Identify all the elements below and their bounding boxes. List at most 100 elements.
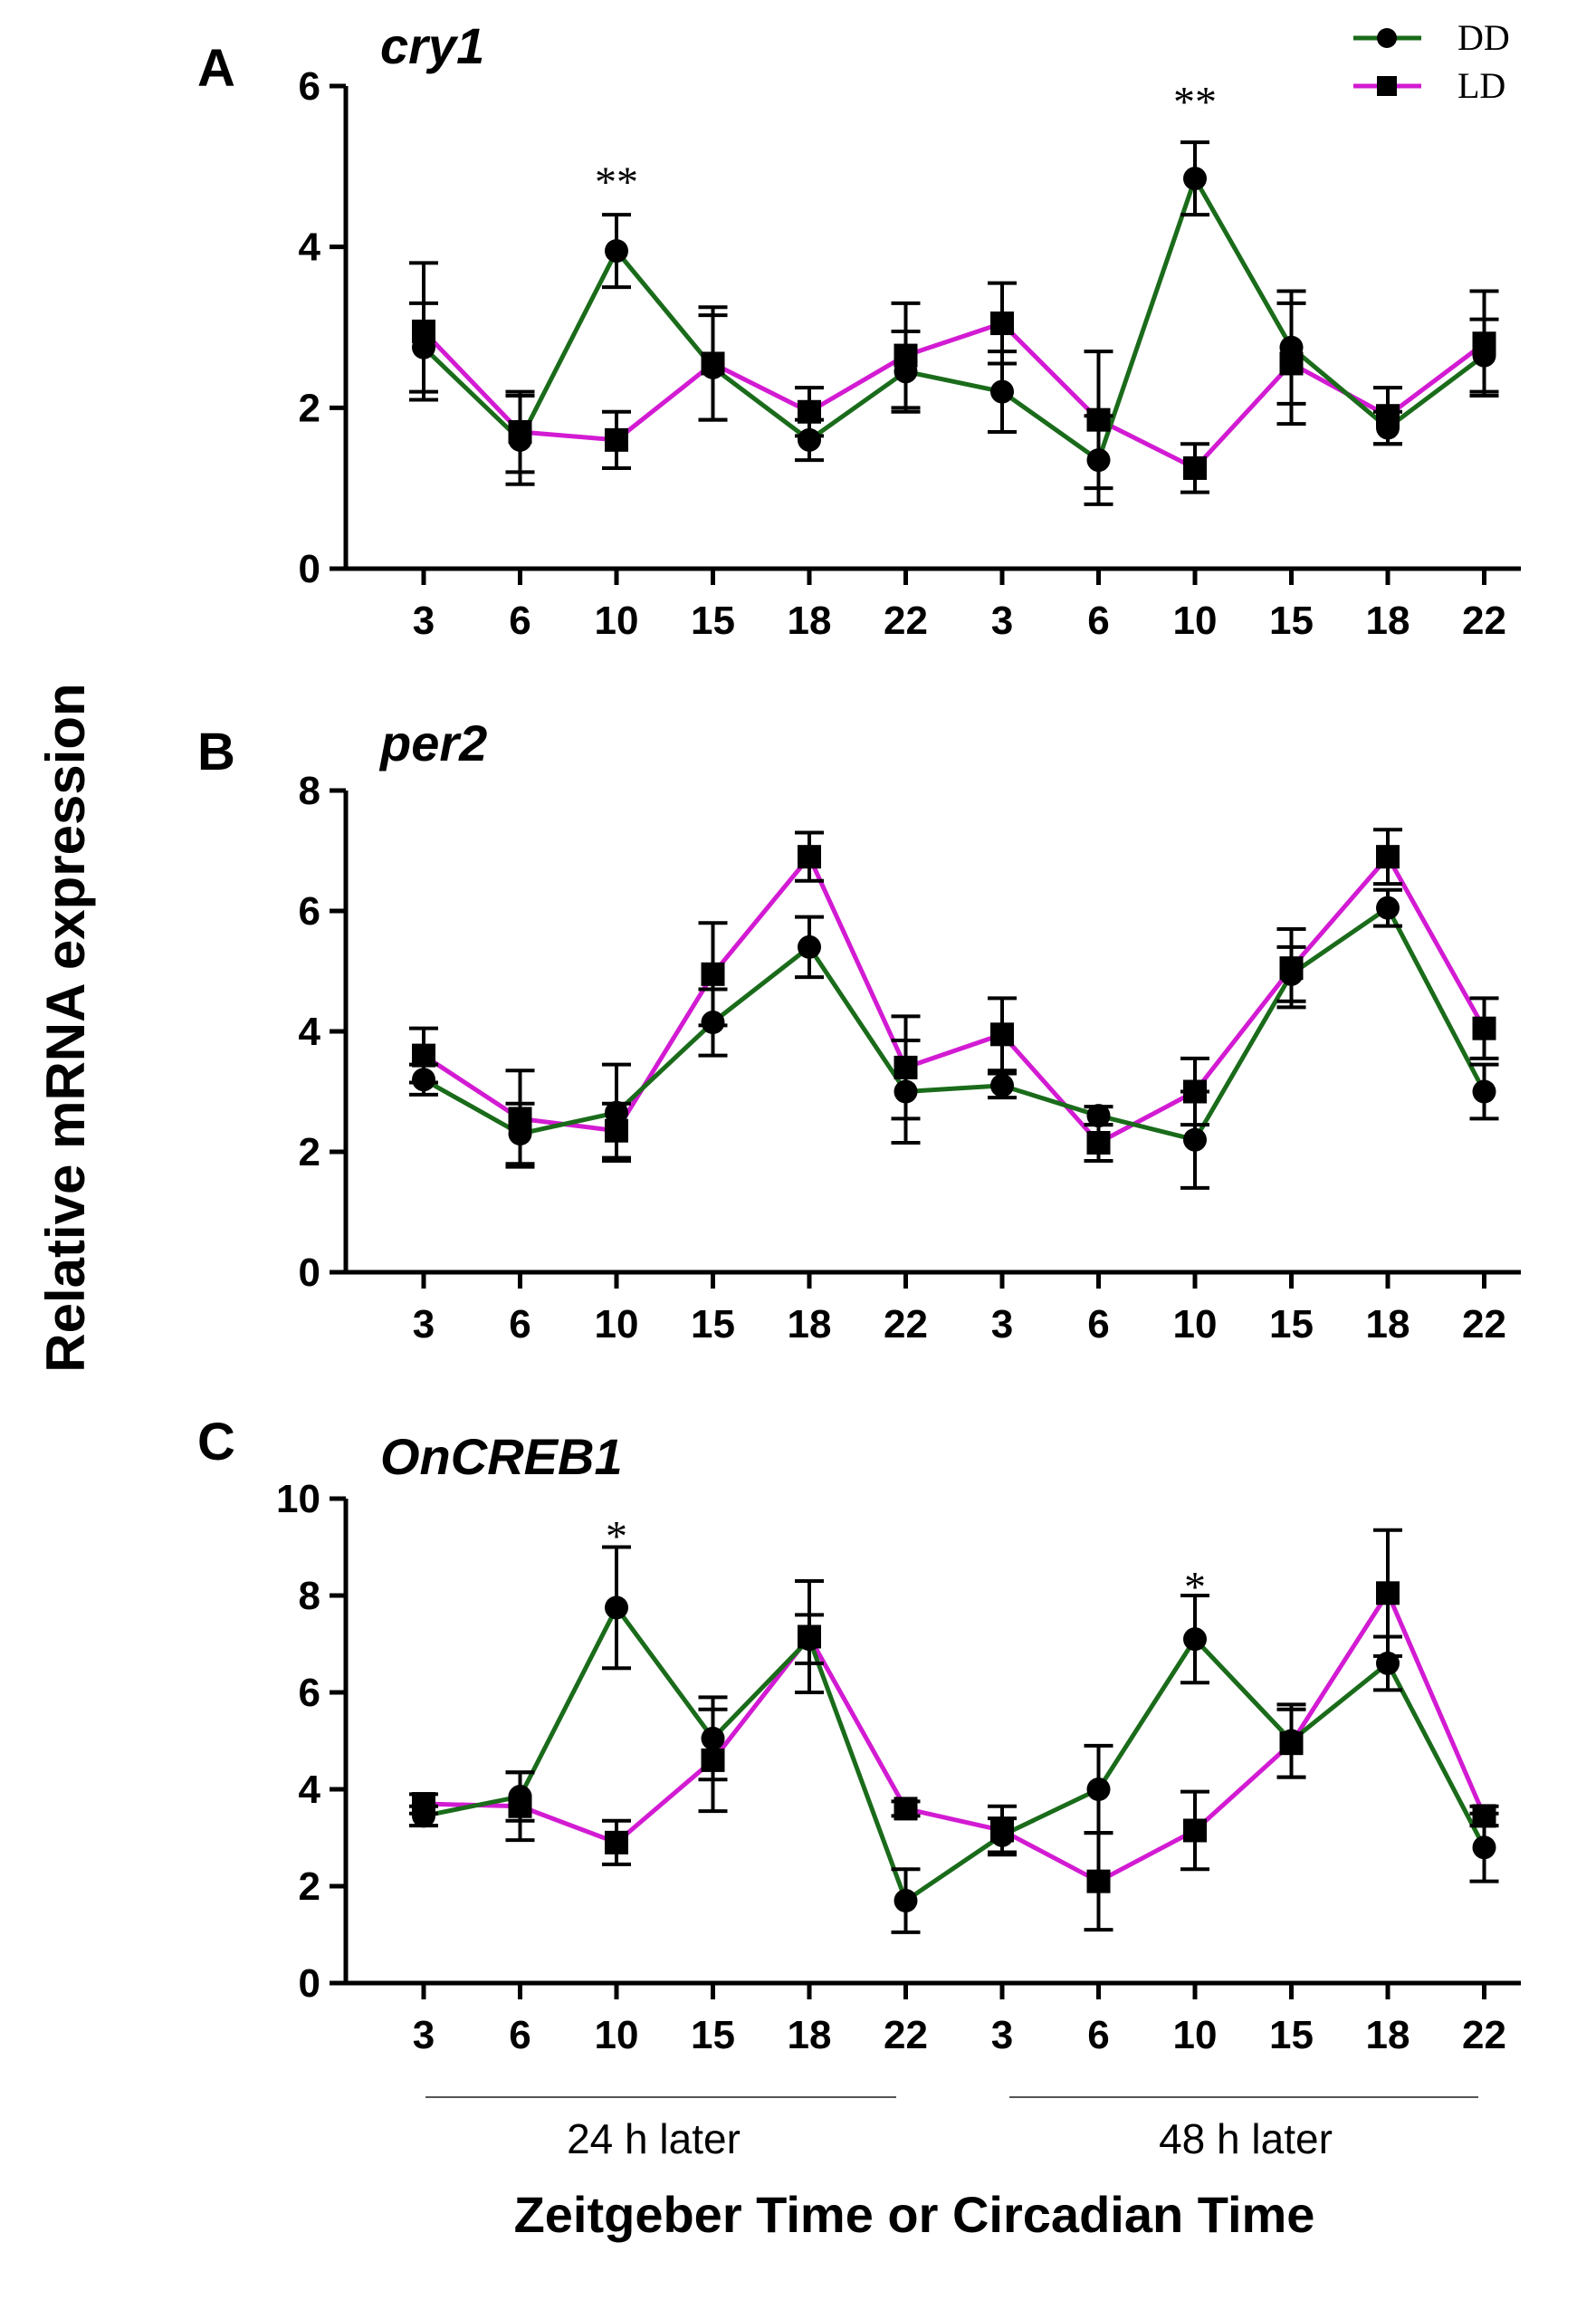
x-tick-label: 15 bbox=[691, 599, 735, 643]
x-tick-label: 10 bbox=[595, 2013, 639, 2057]
y-tick-label: 8 bbox=[299, 769, 320, 813]
legend-dd-label: DD bbox=[1457, 17, 1510, 58]
data-point-dd bbox=[1086, 448, 1111, 473]
data-point-ld bbox=[1183, 1079, 1207, 1104]
significance-marker: ** bbox=[595, 158, 638, 206]
x-tick-label: 6 bbox=[1087, 2013, 1109, 2057]
x-tick-label: 10 bbox=[1173, 2013, 1218, 2057]
data-point-dd bbox=[701, 1011, 725, 1035]
data-point-ld bbox=[701, 962, 725, 986]
panel-letter-b: B bbox=[197, 723, 235, 781]
data-point-ld bbox=[1183, 455, 1207, 480]
x-tick-label: 10 bbox=[1173, 1302, 1218, 1346]
gene-title-b: per2 bbox=[378, 714, 487, 771]
data-point-dd bbox=[798, 1627, 821, 1652]
x-tick-label: 6 bbox=[1087, 1302, 1109, 1346]
data-point-dd bbox=[990, 379, 1014, 404]
x-tick-label: 18 bbox=[1366, 2013, 1410, 2057]
x-tick-label: 6 bbox=[509, 599, 530, 643]
x-tick-label: 22 bbox=[884, 599, 928, 643]
legend-ld-marker bbox=[1377, 76, 1397, 96]
series-line-dd bbox=[422, 176, 1486, 463]
data-point-dd bbox=[508, 427, 532, 452]
data-point-ld bbox=[1086, 1869, 1111, 1893]
data-point-ld bbox=[990, 311, 1014, 336]
y-tick-label: 0 bbox=[299, 1251, 320, 1295]
y-axis-label: Relative mRNA expression bbox=[35, 683, 96, 1372]
data-point-ld bbox=[1086, 407, 1111, 432]
y-tick-label: 6 bbox=[299, 889, 320, 934]
y-tick-label: 2 bbox=[299, 386, 320, 430]
panel-c: C OnCREB1 0 2 4 6 8 10 3 6 10 15 18 22 3 6 10 15 18 22 * * bbox=[197, 1413, 1521, 2057]
significance-marker: ** bbox=[1173, 78, 1217, 126]
y-tick-label: 0 bbox=[299, 1961, 320, 2006]
series-line-ld bbox=[422, 321, 1486, 471]
x-tick-label: 15 bbox=[1269, 2013, 1314, 2057]
x-tick-label: 18 bbox=[788, 1302, 832, 1346]
data-point-dd bbox=[798, 427, 821, 452]
x-tick-label: 10 bbox=[1173, 599, 1218, 643]
x-tick-label: 6 bbox=[509, 1302, 530, 1346]
data-point-dd bbox=[412, 335, 435, 359]
x-tick-label: 3 bbox=[991, 599, 1013, 643]
data-point-dd bbox=[1279, 1729, 1304, 1753]
data-point-dd bbox=[1183, 167, 1207, 191]
data-point-dd bbox=[1472, 343, 1496, 368]
x-tick-label: 18 bbox=[1366, 1302, 1410, 1346]
x-tick-label: 10 bbox=[595, 599, 639, 643]
x-tick-label: 18 bbox=[788, 599, 832, 643]
data-point-ld bbox=[1086, 1131, 1111, 1155]
x-tick-label: 22 bbox=[884, 2013, 928, 2057]
y-tick-label: 2 bbox=[299, 1130, 320, 1174]
data-point-dd bbox=[412, 1804, 435, 1828]
y-tick-label: 2 bbox=[299, 1864, 320, 1909]
series-line-dd bbox=[423, 1605, 1486, 1903]
x-tick-label: 3 bbox=[413, 2013, 435, 2057]
data-point-dd bbox=[894, 1889, 918, 1913]
legend: DD LD bbox=[1353, 17, 1510, 106]
data-point-ld bbox=[990, 1022, 1014, 1047]
x-tick-label: 3 bbox=[413, 1302, 435, 1346]
data-point-dd bbox=[701, 355, 725, 379]
data-point-ld bbox=[605, 427, 628, 452]
data-point-dd bbox=[508, 1122, 532, 1146]
period-label-24h: 24 h later bbox=[567, 2115, 741, 2162]
y-tick-label: 4 bbox=[299, 225, 321, 270]
data-point-ld bbox=[1183, 1818, 1207, 1843]
data-point-ld bbox=[412, 1043, 435, 1068]
x-tick-label: 3 bbox=[991, 1302, 1013, 1346]
x-tick-label: 3 bbox=[991, 2013, 1013, 2057]
x-tick-label: 10 bbox=[595, 1302, 639, 1346]
data-point-dd bbox=[412, 1068, 435, 1092]
data-point-dd bbox=[1376, 416, 1400, 440]
series-line-ld bbox=[422, 854, 1486, 1145]
data-point-dd bbox=[605, 1100, 628, 1125]
x-tick-label: 22 bbox=[1462, 2013, 1506, 2057]
data-point-dd bbox=[1086, 1778, 1111, 1801]
data-point-ld bbox=[605, 1830, 628, 1854]
legend-dd-marker bbox=[1377, 28, 1397, 48]
data-point-dd bbox=[701, 1726, 725, 1750]
y-tick-label: 6 bbox=[299, 64, 320, 109]
series-line-dd bbox=[422, 906, 1486, 1143]
data-point-ld bbox=[798, 399, 821, 424]
data-point-dd bbox=[990, 1073, 1014, 1097]
significance-marker: * bbox=[1184, 1564, 1206, 1612]
y-tick-label: 6 bbox=[299, 1671, 320, 1715]
x-tick-label: 15 bbox=[1269, 1302, 1314, 1346]
x-tick-label: 6 bbox=[1087, 599, 1109, 643]
x-tick-label: 22 bbox=[1462, 599, 1506, 643]
y-tick-label: 0 bbox=[299, 547, 320, 591]
data-point-dd bbox=[1279, 335, 1304, 359]
data-point-dd bbox=[894, 1079, 918, 1104]
data-point-dd bbox=[1086, 1104, 1111, 1128]
data-point-dd bbox=[1472, 1079, 1496, 1104]
data-point-dd bbox=[1279, 962, 1304, 986]
gene-title-c: OnCREB1 bbox=[380, 1428, 623, 1485]
data-point-ld bbox=[1376, 845, 1400, 869]
y-tick-label: 4 bbox=[299, 1010, 321, 1054]
